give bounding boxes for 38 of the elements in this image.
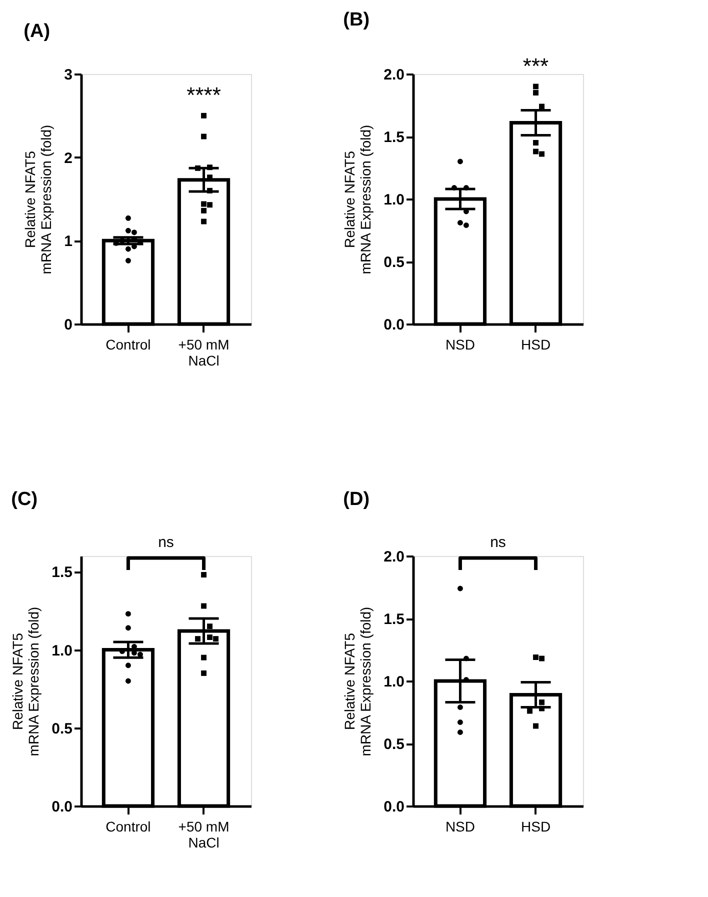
- chart-title: (B): [343, 10, 370, 30]
- y-tick-label: 1: [64, 233, 72, 250]
- y-tick-label: 1.5: [384, 129, 404, 146]
- y-axis-title: Relative NFAT5 mRNA Expression (fold): [342, 124, 374, 274]
- chart-title: (A): [24, 21, 50, 42]
- y-tick-label: 0.5: [384, 736, 404, 753]
- y-tick-label: 1.0: [52, 642, 72, 660]
- text: ns: [490, 534, 506, 551]
- y-axis-title: Relative NFAT5 mRNA Expression (fold): [342, 606, 374, 756]
- y-tick-label: 1.5: [52, 564, 72, 582]
- y-tick-label: 1.0: [384, 674, 404, 690]
- x-tick-label: NSD: [445, 818, 476, 834]
- y-axis-title: Relative NFAT5 mRNA Expression (fold): [22, 124, 54, 274]
- chart-title: (C): [11, 489, 38, 510]
- y-tick-label: 3: [64, 66, 72, 84]
- annotation: ****: [186, 82, 222, 108]
- y-tick-label: 2.0: [384, 548, 404, 566]
- x-tick-label: Control: [106, 818, 151, 834]
- y-tick-label: 2.0: [384, 66, 404, 84]
- y-tick-label: 0.5: [384, 254, 404, 271]
- y-axis-title: Relative NFAT5 mRNA Expression (fold): [10, 606, 42, 756]
- y-tick-label: 0.0: [52, 798, 72, 816]
- chart-title: (D): [343, 489, 370, 510]
- y-tick-label: 1.5: [384, 611, 404, 628]
- x-tick-label: +50 mM NaCl: [178, 818, 230, 850]
- y-tick-label: 2: [64, 150, 72, 167]
- x-tick-label: HSD: [520, 818, 551, 834]
- text: ns: [158, 534, 174, 551]
- x-tick-label: +50 mM NaCl: [178, 336, 230, 368]
- y-tick-label: 0: [64, 316, 72, 334]
- y-tick-label: 0.0: [384, 316, 404, 334]
- x-tick-label: HSD: [520, 336, 551, 352]
- x-tick-label: NSD: [445, 336, 476, 352]
- annotation: ***: [522, 54, 550, 78]
- y-tick-label: 0.5: [52, 720, 72, 738]
- y-tick-label: 0.0: [384, 798, 404, 816]
- x-tick-label: Control: [106, 336, 151, 352]
- y-tick-label: 1.0: [384, 192, 404, 208]
